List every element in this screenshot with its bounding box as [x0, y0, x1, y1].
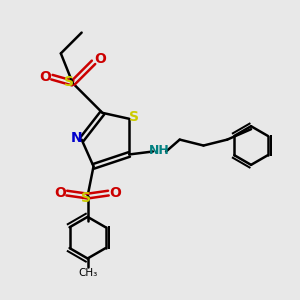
Text: NH: NH: [149, 144, 170, 158]
Text: N: N: [70, 131, 82, 145]
Text: O: O: [54, 186, 66, 200]
Text: CH₃: CH₃: [78, 268, 97, 278]
Text: S: S: [129, 110, 139, 124]
Text: S: S: [64, 75, 74, 88]
Text: O: O: [94, 52, 106, 66]
Text: O: O: [109, 186, 121, 200]
Text: O: O: [39, 70, 51, 84]
Text: S: S: [81, 191, 91, 206]
